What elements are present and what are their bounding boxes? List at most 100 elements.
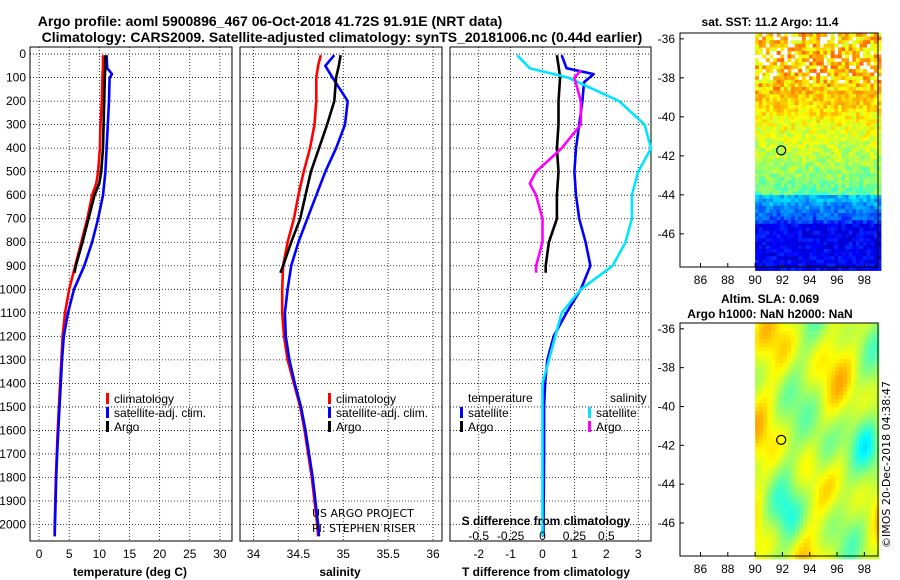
sla-cell: [811, 343, 816, 348]
sst-cell: [758, 249, 763, 253]
sla-cell: [787, 483, 792, 488]
sst-cell: [776, 180, 781, 185]
sst-cell: [837, 65, 842, 70]
sst-cell: [841, 166, 846, 171]
sst-cell: [863, 97, 867, 102]
sst-cell: [798, 115, 803, 120]
sst-cell: [834, 65, 839, 70]
sla-cell: [839, 503, 844, 508]
sst-cell: [827, 133, 831, 138]
sla-cell: [831, 415, 836, 420]
sla-cell: [875, 551, 880, 556]
sst-cell: [816, 83, 821, 88]
sst-cell: [791, 191, 795, 196]
sst-cell: [783, 76, 788, 81]
sst-cell: [776, 209, 781, 214]
sst-cell: [827, 195, 831, 199]
sst-cell: [855, 259, 860, 264]
sst-cell: [830, 234, 835, 239]
sst-cell: [787, 213, 792, 217]
sla-cell: [763, 415, 768, 420]
sla-cell: [759, 399, 764, 404]
sst-cell: [798, 227, 803, 232]
sla-cell: [859, 475, 864, 480]
sst-cell: [845, 220, 849, 225]
sst-cell: [805, 184, 810, 189]
sla-cell: [839, 459, 844, 464]
sst-cell: [773, 195, 777, 199]
sst-cell: [852, 58, 857, 63]
sla-cell: [839, 323, 844, 328]
sla-cell: [851, 323, 856, 328]
sst-cell: [783, 97, 788, 102]
sst-cell: [848, 234, 853, 239]
sla-cell: [783, 407, 788, 412]
sla-cell: [775, 455, 780, 460]
sla-cell: [823, 455, 828, 460]
sla-cell: [759, 375, 764, 380]
sla-cell: [847, 339, 852, 344]
sla-cell: [791, 451, 796, 456]
sst-cell: [870, 90, 875, 95]
sst-cell: [755, 141, 759, 145]
sla-cell: [791, 539, 796, 544]
sst-cell: [841, 155, 846, 160]
sla-cell: [843, 399, 848, 404]
sst-cell: [819, 151, 824, 156]
sla-cell: [851, 371, 856, 376]
sst-cell: [791, 159, 795, 163]
sst-cell: [852, 33, 857, 37]
sst-cell: [816, 177, 821, 181]
sla-cell: [823, 431, 828, 436]
sst-cell: [765, 105, 770, 109]
x-tick-label: 25: [183, 547, 197, 561]
sla-cell: [759, 503, 764, 508]
sla-cell: [787, 423, 792, 428]
sst-cell: [827, 162, 831, 167]
sst-cell: [801, 97, 806, 102]
sst-cell: [859, 69, 864, 73]
sst-cell: [834, 155, 839, 160]
sla-cell: [871, 499, 876, 504]
sla-cell: [783, 555, 788, 560]
sla-cell: [787, 327, 792, 332]
sst-cell: [859, 130, 864, 135]
sst-cell: [776, 202, 781, 207]
sst-cell: [841, 72, 846, 77]
sla-cell: [867, 487, 872, 492]
sst-cell: [848, 148, 853, 153]
sla-cell: [827, 383, 832, 388]
sst-cell: [794, 213, 799, 217]
sla-cell: [819, 531, 824, 536]
sst-cell: [855, 216, 860, 221]
sla-cell: [783, 339, 788, 344]
sst-cell: [816, 43, 821, 48]
sst-cell: [798, 69, 803, 73]
sla-cell: [759, 335, 764, 340]
sla-cell: [827, 555, 832, 560]
sst-cell: [783, 166, 788, 171]
sla-cell: [807, 451, 812, 456]
sla-cell: [867, 407, 872, 412]
sla-cell: [791, 375, 796, 380]
sst-cell: [866, 213, 871, 217]
sla-cell: [771, 511, 776, 516]
sst-cell: [755, 87, 759, 91]
sla-cell: [847, 359, 852, 364]
sst-cell: [765, 259, 770, 264]
sst-cell: [855, 205, 860, 210]
sla-cell: [855, 471, 860, 476]
sst-cell: [855, 166, 860, 171]
sla-cell: [847, 399, 852, 404]
sst-cell: [794, 162, 799, 167]
sst-cell: [787, 133, 792, 138]
sst-cell: [765, 76, 770, 81]
sst-cell: [787, 130, 792, 135]
sst-cell: [762, 166, 767, 171]
sst-cell: [830, 259, 835, 264]
sst-cell: [773, 130, 777, 135]
sst-cell: [845, 259, 849, 264]
sst-cell: [863, 187, 867, 192]
sst-cell: [827, 112, 831, 117]
sst-cell: [755, 36, 759, 41]
